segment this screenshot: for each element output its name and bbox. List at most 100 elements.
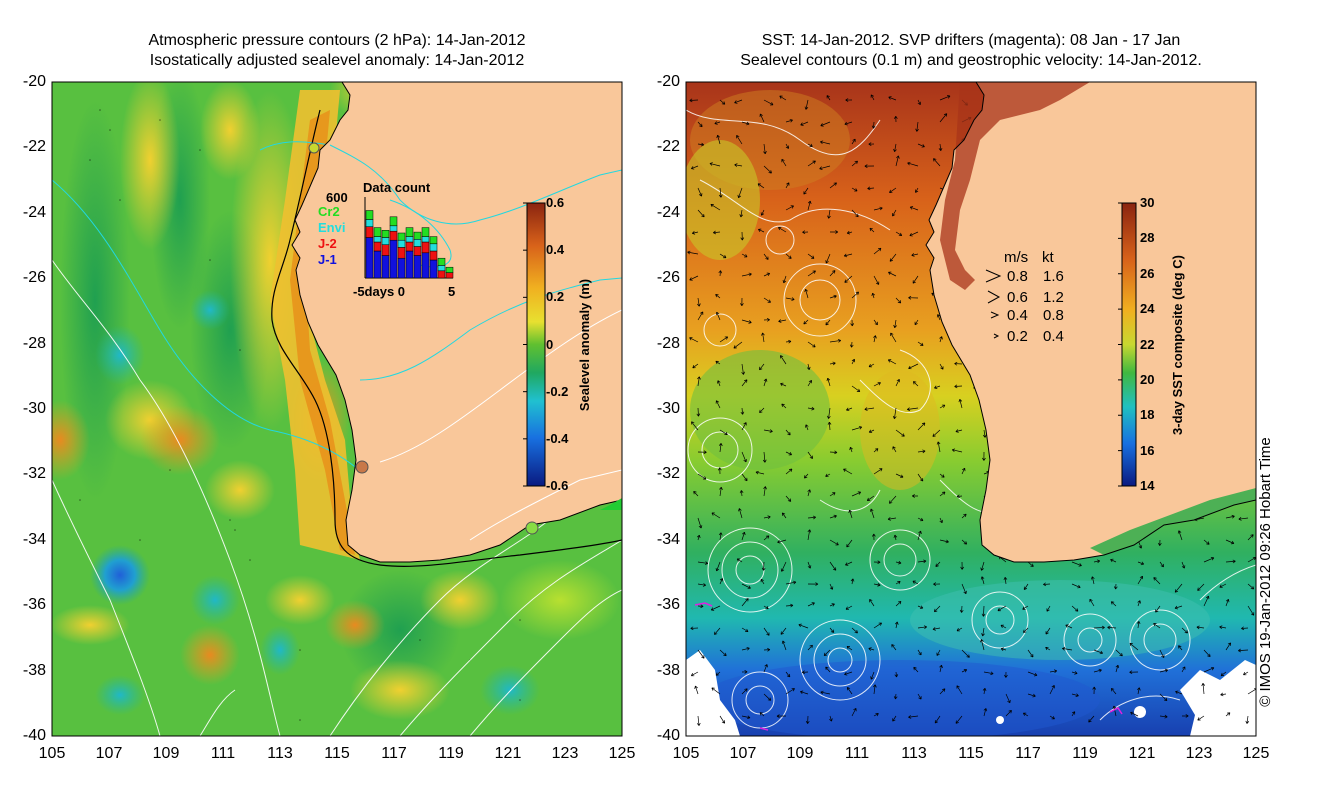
velocity-arrow [892,715,897,722]
inset-bar-segment [437,257,446,266]
velocity-arrow [1004,671,1008,678]
velocity-arrow [917,143,925,148]
velocity-arrow [895,581,901,585]
velocity-arrow [802,230,809,235]
velocity-arrow [1225,598,1230,607]
velocity-arrow [868,647,875,651]
velocity-arrow [741,319,752,324]
velocity-arrow [763,99,774,106]
velocity-arrow [711,687,721,695]
velocity-arrow [917,99,921,106]
velocity-arrow [914,319,919,326]
data-count-inset [364,197,454,279]
velocity-arrow [1071,693,1079,697]
velocity-arrow [888,495,897,504]
velocity-arrow [939,517,943,524]
velocity-arrow [718,187,723,198]
inset-bar-segment [405,227,414,237]
velocity-arrow [873,319,878,326]
velocity-arrow [697,649,705,659]
velocity-arrow [917,605,924,609]
lat-tick-label: -38 [22,661,46,679]
velocity-arrow [981,627,985,637]
velocity-arrow [851,187,858,192]
velocity-arrow [1219,583,1227,588]
velocity-arrow [958,398,963,409]
velocity-arrow [829,715,833,722]
velocity-arrow [894,671,899,678]
lat-tick-label: -24 [22,203,46,221]
lat-tick-label: -32 [656,465,680,483]
velocity-arrow [758,228,765,233]
velocity-arrow [1046,605,1051,612]
velocity-arrow [719,99,726,105]
velocity-arrow [1043,582,1051,587]
velocity-arrow [1005,710,1012,717]
sst-colorbar-label: 3-day SST composite (deg C) [1170,255,1185,435]
velocity-arrow [741,253,748,258]
velocity-arrow [689,337,699,343]
velocity-arrow [1197,583,1205,591]
velocity-arrow [829,182,837,189]
velocity-arrow [917,693,922,700]
velocity-arrow [741,688,748,695]
velocity-arrow [1220,692,1227,697]
lon-tick-label: 115 [324,745,350,762]
velocity-arrow [807,270,816,277]
velocity-arrow [1090,576,1095,585]
velocity-arrow [1203,595,1210,607]
velocity-arrow [912,381,919,387]
velocity-arrow [687,250,699,255]
velocity-arrow [844,121,853,126]
colorbar-tick-label: 22 [1140,336,1155,352]
velocity-arrow [1159,649,1165,659]
velocity-arrow [961,583,967,595]
velocity-arrow [804,473,809,479]
velocity-arrow [955,429,963,433]
lon-tick-label: 109 [152,745,180,762]
velocity-arrow [1196,625,1205,630]
lon-tick-label: 117 [1015,745,1041,762]
lon-tick-label: 107 [95,745,123,762]
velocity-arrow [1130,711,1139,717]
velocity-arrow [1247,534,1254,541]
velocity-arrow [759,712,765,717]
velocity-arrow [719,578,724,585]
velocity-arrow [763,378,768,387]
velocity-arrow [697,209,705,218]
lat-tick-label: -32 [22,465,46,483]
velocity-arrow [1093,649,1104,655]
velocity-arrow [892,407,897,420]
velocity-arrow [741,422,747,431]
velocity-arrow [933,158,941,167]
velocity-arrow [1093,668,1102,673]
velocity-arrow [1197,715,1205,721]
velocity-arrow [932,429,941,437]
velocity-arrow [710,605,721,611]
velocity-arrow [820,121,831,127]
velocity-arrow [844,671,853,676]
velocity-arrow [1238,517,1249,521]
velocity-arrow [939,113,948,123]
velocity-arrow [697,376,701,387]
velocity-arrow [873,335,877,343]
lat-tick-label: -38 [656,661,680,679]
velocity-arrow [1159,561,1164,568]
velocity-arrow [887,359,897,365]
velocity-arrow [697,473,707,480]
velocity-arrow [763,664,768,673]
velocity-arrow [873,713,879,717]
inset-bar-segment [373,250,382,279]
velocity-arrow [697,583,707,587]
velocity-arrow [997,605,1007,612]
inset-bar-segment [397,239,406,248]
colorbar-tick-label: 24 [1140,301,1155,317]
velocity-arrow [785,451,793,456]
lon-tick-label: 125 [608,745,636,762]
velocity-arrow [819,165,831,170]
inset-bar-segment [421,252,430,279]
velocity-arrow [894,116,898,123]
velocity-arrow [1093,559,1101,564]
inset-bar-segment [381,244,390,256]
velocity-arrow [820,140,831,145]
